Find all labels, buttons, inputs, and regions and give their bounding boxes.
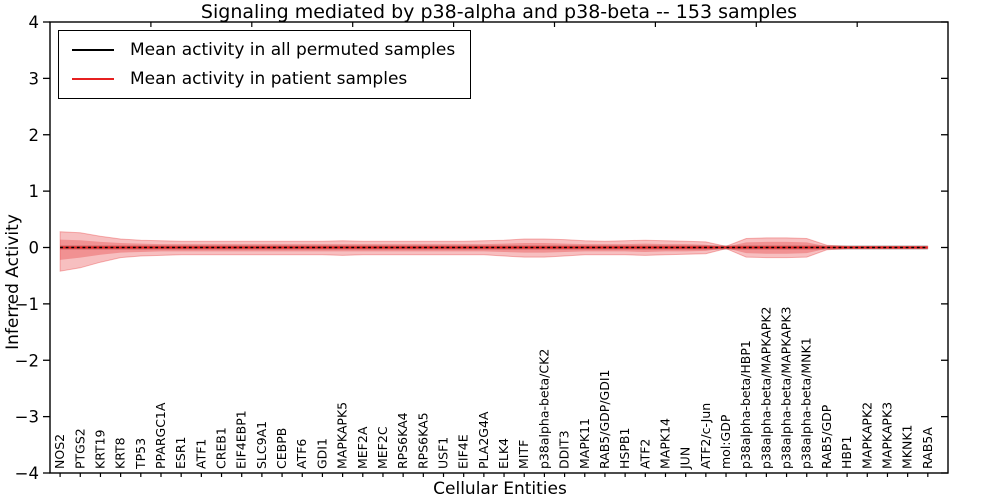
x-tick-label: PTGS2 [72, 428, 87, 469]
x-tick-label: JUN [678, 447, 693, 470]
y-tick-label: 1 [29, 182, 40, 201]
y-tick-label: 4 [29, 13, 40, 32]
x-tick-label: CREB1 [214, 427, 229, 469]
x-tick-label: RAB5/GDP/GDI1 [597, 370, 612, 469]
x-tick-label: ATF2 [637, 439, 652, 469]
x-tick-label: MAPKAPK3 [880, 402, 895, 469]
legend-label-permuted: Mean activity in all permuted samples [130, 40, 456, 60]
x-tick-label: RPS6KA5 [415, 412, 430, 469]
y-tick-label: −1 [15, 295, 39, 314]
y-tick-label: 0 [29, 239, 40, 258]
x-tick-label: NOS2 [52, 434, 67, 469]
x-tick-label: MAPK14 [658, 418, 673, 469]
x-tick-label: p38alpha-beta/MAPKAPK2 [758, 307, 773, 470]
x-tick-label: USF1 [436, 437, 451, 469]
x-tick-label: KRT19 [92, 429, 107, 469]
legend: Mean activity in all permuted samples Me… [58, 30, 472, 99]
x-tick-label: HSPB1 [617, 428, 632, 469]
y-tick-label: −3 [15, 408, 39, 427]
x-tick-label: SLC9A1 [254, 421, 269, 469]
x-tick-label: MAPKAPK2 [859, 402, 874, 469]
x-tick-label: p38alpha-beta/MAPKAPK3 [779, 307, 794, 470]
legend-label-patient: Mean activity in patient samples [130, 69, 408, 89]
x-tick-label: RAB5/GDP [819, 404, 834, 469]
x-tick-label: HBP1 [839, 436, 854, 469]
x-axis-label: Cellular Entities [433, 479, 567, 499]
x-tick-label: EIF4E [456, 434, 471, 469]
x-tick-label: p38alpha-beta/MNK1 [799, 337, 814, 469]
patient-band-inner [60, 239, 928, 260]
x-tick-label: EIF4EBP1 [234, 410, 249, 469]
x-tick-label: ATF6 [294, 439, 309, 469]
y-tick-label: −2 [15, 351, 39, 370]
x-tick-label: mol:GDP [718, 414, 733, 469]
x-tick-label: KRT8 [113, 437, 128, 469]
x-tick-label: p38alpha-beta/CK2 [536, 349, 551, 469]
x-tick-label: ELK4 [496, 438, 511, 469]
x-tick-label: ATF1 [193, 439, 208, 469]
y-axis-label: Inferred Activity [3, 214, 23, 350]
x-tick-label: PPARGC1A [153, 402, 168, 469]
x-tick-label: TP53 [133, 438, 148, 470]
x-tick-label: CEBPB [274, 428, 289, 469]
x-tick-label: RAB5A [920, 427, 935, 469]
legend-line-permuted [72, 49, 114, 51]
y-tick-label: 2 [29, 126, 40, 145]
legend-item-permuted: Mean activity in all permuted samples [72, 40, 455, 60]
x-tick-label: MEF2A [355, 426, 370, 469]
x-tick-label: GDI1 [314, 438, 329, 469]
chart-title: Signaling mediated by p38-alpha and p38-… [200, 1, 798, 23]
x-tick-label: MKNK1 [900, 425, 915, 469]
x-tick-label: DDIT3 [557, 430, 572, 469]
x-tick-label: MITF [516, 440, 531, 469]
y-tick-label: −4 [15, 464, 39, 483]
x-tick-label: p38alpha-beta/HBP1 [738, 340, 753, 469]
x-tick-label: ATF2/c-Jun [698, 403, 713, 469]
x-tick-label: ESR1 [173, 437, 188, 469]
x-tick-label: MAPKAPK5 [335, 402, 350, 469]
legend-line-patient [72, 77, 114, 81]
x-tick-label: MAPK11 [577, 418, 592, 469]
y-tick-label: 3 [29, 69, 40, 88]
x-tick-label: PLA2G4A [476, 411, 491, 469]
x-tick-label: MEF2C [375, 426, 390, 469]
x-tick-label: RPS6KA4 [395, 412, 410, 469]
legend-item-patient: Mean activity in patient samples [72, 69, 455, 89]
